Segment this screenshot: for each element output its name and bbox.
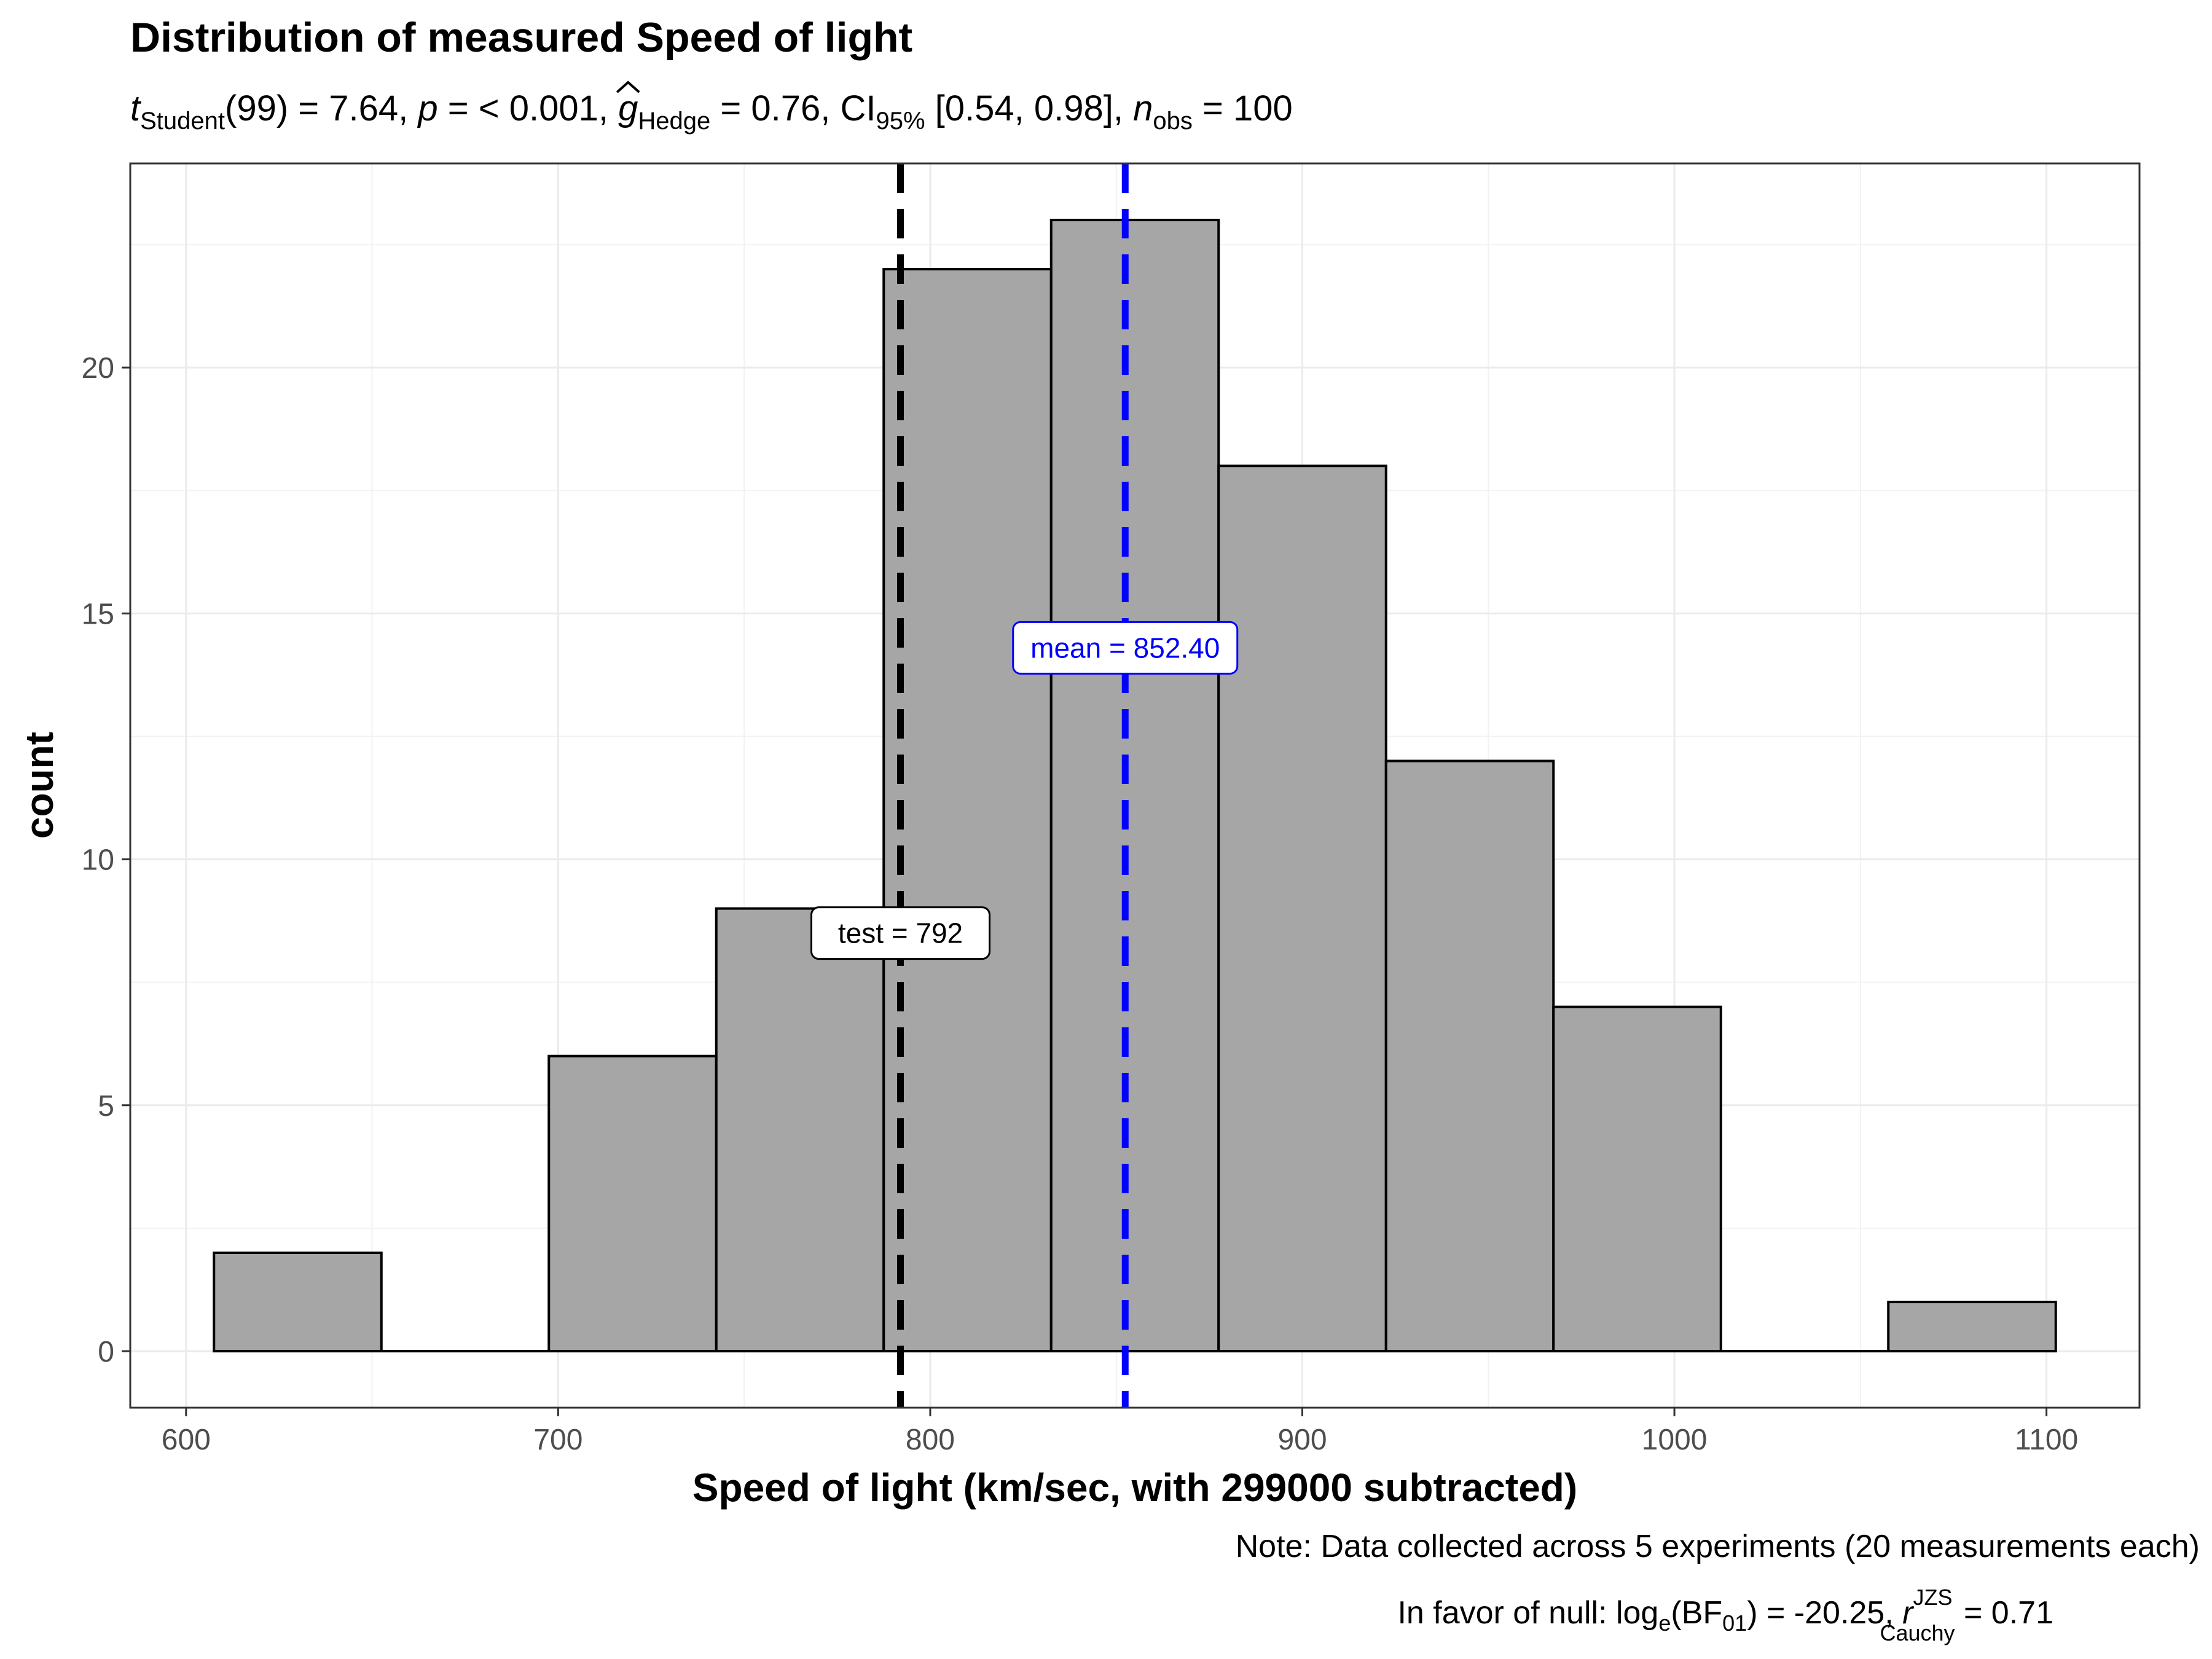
subtitle-g-sub: Hedge [638, 108, 710, 135]
histogram-bar [882, 268, 1053, 1352]
reference-lines: test = 792 mean = 852.40 [810, 163, 1239, 1408]
caption-r-value: = 0.71 [1955, 1595, 2053, 1631]
x-tick-label: 1100 [2015, 1424, 2078, 1456]
histogram-bar [1887, 1300, 2057, 1352]
subtitle-p-value: = < 0.001, [438, 88, 618, 128]
y-tick-label: 20 [82, 352, 114, 385]
subtitle-g-symbol: g [618, 88, 638, 128]
plot-panel-border [129, 162, 2141, 1409]
y-axis-label: count [17, 732, 61, 839]
histogram-bar [715, 907, 885, 1352]
x-tick-label: 600 [162, 1424, 211, 1456]
subtitle-t-symbol: t [130, 88, 142, 128]
y-tick-label: 10 [82, 844, 114, 877]
caption-line-1: Note: Data collected across 5 experiment… [1236, 1529, 2200, 1564]
y-axis: 0 5 10 15 20 [82, 352, 130, 1368]
x-tick-label: 1000 [1642, 1424, 1708, 1456]
caption-bf-sub: 01 [1722, 1610, 1747, 1636]
caption-r-sup: JZS [1913, 1585, 1952, 1610]
caption-bf-prefix: In favor of null: log [1397, 1595, 1658, 1631]
subtitle-n-value: = 100 [1193, 88, 1293, 128]
histogram-bar [213, 1251, 383, 1352]
histogram-bar [1552, 1005, 1722, 1352]
x-axis-label: Speed of light (km/sec, with 299000 subt… [692, 1465, 1577, 1510]
histogram-bar [547, 1054, 718, 1352]
test-label-box [810, 906, 990, 960]
histogram-bar [1049, 219, 1220, 1352]
y-tick-label: 15 [82, 598, 114, 630]
chart-subtitle: tStudent(99) = 7.64, p = < 0.001, gHedge… [130, 88, 1293, 135]
caption-line-2: In favor of null: loge(BF01) = -20.25, r… [1397, 1585, 2053, 1645]
test-label: test = 792 [810, 906, 990, 960]
caption-bf-open: (BF [1671, 1595, 1722, 1631]
y-tick-label: 0 [98, 1336, 114, 1368]
chart-title: Distribution of measured Speed of light [130, 14, 912, 61]
subtitle-t-sub: Student [140, 108, 225, 135]
histogram-bar [1384, 759, 1555, 1352]
histogram-bar [1217, 465, 1387, 1352]
subtitle-n-sub: obs [1153, 108, 1193, 135]
subtitle-g-hat-icon [616, 80, 640, 93]
x-tick-label: 900 [1277, 1424, 1327, 1456]
caption-bf-value: ) = -20.25, [1747, 1595, 1902, 1631]
caption-r-symbol: r [1902, 1595, 1915, 1631]
x-tick-label: 700 [533, 1424, 582, 1456]
subtitle-g-value: = 0.76, CI [710, 88, 876, 128]
test-label-text: test = 792 [838, 917, 963, 949]
x-tick-label: 800 [906, 1424, 955, 1456]
mean-label-box [1012, 621, 1239, 675]
mean-label-text: mean = 852.40 [1030, 632, 1220, 664]
subtitle-ci-sub: 95% [876, 108, 925, 135]
subtitle-ci-value: [0.54, 0.98], [925, 88, 1134, 128]
subtitle-n-symbol: n [1133, 88, 1153, 128]
mean-label: mean = 852.40 [1012, 621, 1239, 675]
subtitle-p-symbol: p [417, 88, 437, 128]
caption-r-sub: Cauchy [1880, 1620, 1955, 1645]
caption-log-base: e [1658, 1610, 1671, 1636]
histogram-bars [213, 219, 2057, 1352]
y-tick-label: 5 [98, 1090, 114, 1123]
subtitle-t-df: (99) = 7.64, [225, 88, 418, 128]
x-axis: 600 700 800 900 1000 1100 [162, 1408, 2078, 1456]
